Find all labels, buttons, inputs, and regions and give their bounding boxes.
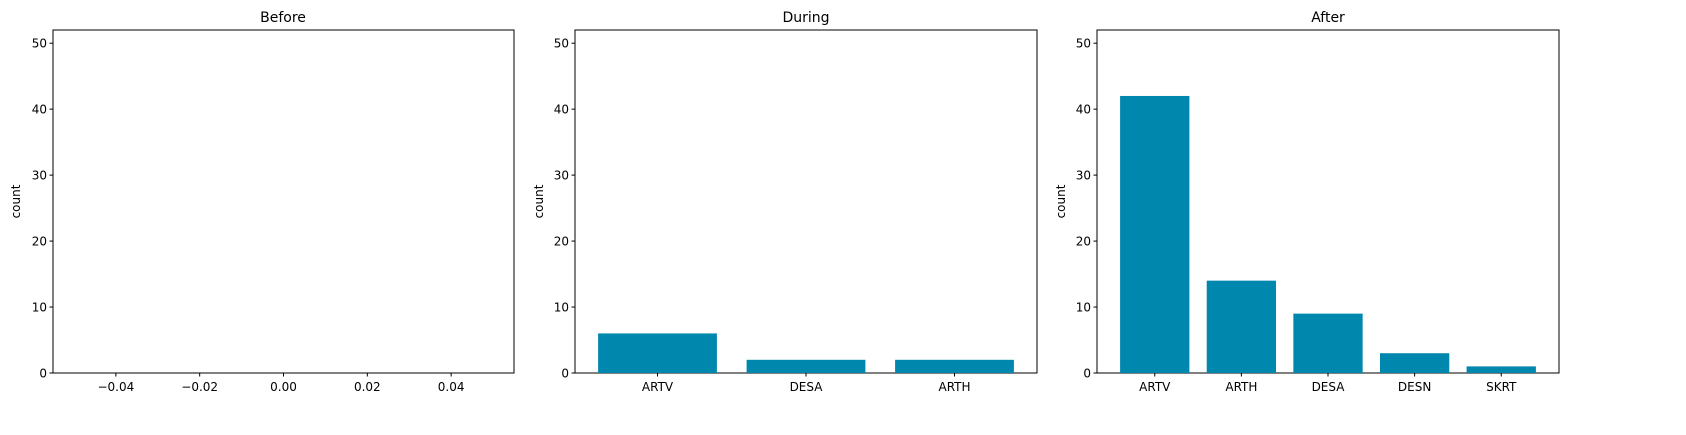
x-tick-label: −0.04 xyxy=(97,380,134,394)
y-tick-label: 40 xyxy=(32,102,47,116)
x-tick-label: DESN xyxy=(1398,380,1431,394)
bar xyxy=(598,333,717,373)
panel-title: After xyxy=(1311,10,1345,26)
y-tick-label: 20 xyxy=(1076,234,1091,248)
y-tick-label: 0 xyxy=(1083,366,1091,380)
bars-layer xyxy=(598,333,1014,373)
y-axis: 0 10 20 30 40 50 xyxy=(554,36,575,380)
y-tick-label: 0 xyxy=(39,366,47,380)
y-tick-label: 30 xyxy=(554,168,569,182)
panel-before: Before 0 10 20 30 40 50 −0.04 −0.02 0.00 0.02 0.0… xyxy=(9,10,515,394)
y-tick-label: 50 xyxy=(32,36,47,50)
x-tick-label: ARTH xyxy=(1225,380,1257,394)
bar xyxy=(1293,313,1363,373)
bar xyxy=(1379,353,1450,373)
x-tick-label: ARTV xyxy=(642,380,674,394)
x-axis: ARTV DESA ARTH xyxy=(642,373,971,394)
y-tick-label: 50 xyxy=(554,36,569,50)
y-tick-label: 10 xyxy=(1076,300,1091,314)
y-tick-label: 30 xyxy=(1076,168,1091,182)
bars-layer xyxy=(1120,95,1536,373)
plot-area xyxy=(574,29,1038,374)
y-axis: 0 10 20 30 40 50 xyxy=(32,36,53,380)
panel-title: Before xyxy=(260,10,306,26)
panel-title: During xyxy=(782,10,829,26)
plot-area xyxy=(52,29,515,374)
bar xyxy=(1466,366,1536,373)
x-tick-label: 0.02 xyxy=(354,380,381,394)
y-tick-label: 50 xyxy=(1076,36,1091,50)
x-axis: −0.04 −0.02 0.00 0.02 0.04 xyxy=(97,373,464,394)
y-tick-label: 0 xyxy=(561,366,569,380)
x-axis: ARTV ARTH DESA DESN SKRT xyxy=(1139,373,1517,394)
y-tick-label: 40 xyxy=(554,102,569,116)
y-tick-label: 20 xyxy=(32,234,47,248)
y-tick-label: 20 xyxy=(554,234,569,248)
x-tick-label: DESA xyxy=(790,380,824,394)
y-tick-label: 10 xyxy=(32,300,47,314)
x-tick-label: 0.04 xyxy=(438,380,465,394)
y-axis-label: count xyxy=(532,184,546,218)
y-axis: 0 10 20 30 40 50 xyxy=(1076,36,1097,380)
y-tick-label: 30 xyxy=(32,168,47,182)
x-tick-label: −0.02 xyxy=(181,380,218,394)
y-tick-label: 40 xyxy=(1076,102,1091,116)
y-axis-label: count xyxy=(9,184,23,218)
x-tick-label: DESA xyxy=(1312,380,1346,394)
bar xyxy=(1206,280,1277,373)
bar xyxy=(895,359,1014,373)
x-tick-label: SKRT xyxy=(1486,380,1517,394)
panel-during: During 0 10 20 30 40 50 ARTV DESA ARTH count xyxy=(532,10,1038,394)
x-tick-label: ARTV xyxy=(1139,380,1171,394)
panel-after: After 0 10 20 30 40 50 ARTV ARTH DESA DESN SKRT c… xyxy=(1054,10,1560,394)
x-tick-label: ARTH xyxy=(938,380,970,394)
y-axis-label: count xyxy=(1054,184,1068,218)
bar xyxy=(1120,95,1190,373)
x-tick-label: 0.00 xyxy=(270,380,297,394)
bar xyxy=(746,359,866,373)
y-tick-label: 10 xyxy=(554,300,569,314)
